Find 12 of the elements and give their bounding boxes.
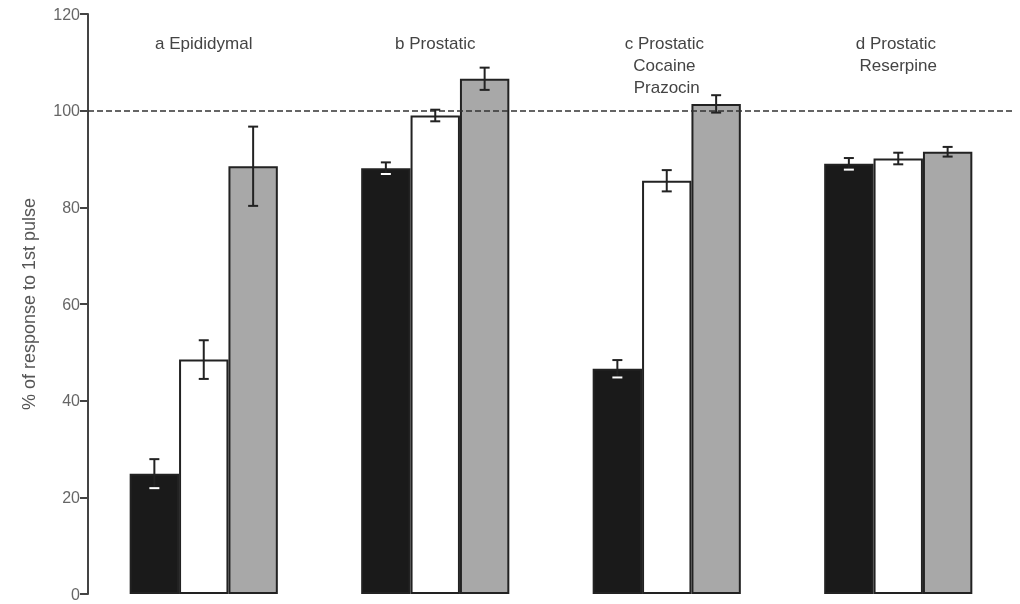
x-tick-label: d Prostatic Reserpine <box>855 33 941 75</box>
y-tick-label: 20 <box>62 488 81 506</box>
x-tick-label: b Prostatic <box>395 33 476 53</box>
x-tick-label: a Epididymal <box>155 33 253 53</box>
y-tick-label: 60 <box>62 295 81 313</box>
y-tick-label: 40 <box>62 392 81 410</box>
y-tick-label: 100 <box>53 102 81 120</box>
x-tick-label: c Prostatic Cocaine Prazocin <box>624 33 709 97</box>
y-tick-label: 120 <box>53 5 81 23</box>
y-axis-title: % of response to 1st pulse <box>19 197 39 411</box>
y-tick-label: 0 <box>71 585 81 603</box>
y-tick-label: 80 <box>62 198 81 216</box>
